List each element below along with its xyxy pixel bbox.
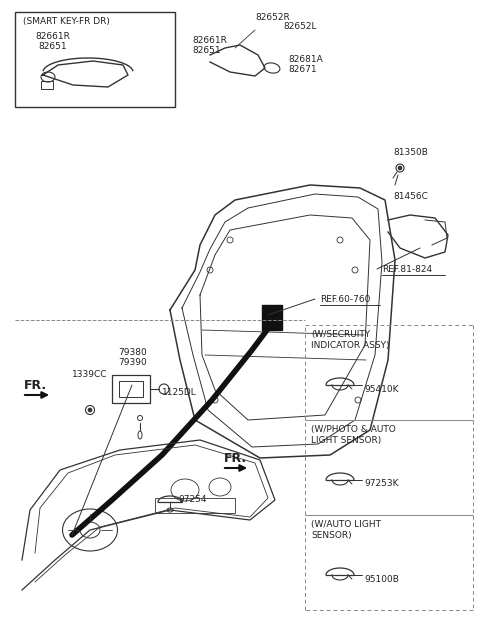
Ellipse shape bbox=[398, 166, 402, 170]
Text: 1125DL: 1125DL bbox=[162, 388, 197, 397]
Text: 81350B: 81350B bbox=[393, 148, 428, 157]
Text: INDICATOR ASSY): INDICATOR ASSY) bbox=[311, 341, 389, 350]
Text: 79380: 79380 bbox=[118, 348, 147, 357]
Text: 82651: 82651 bbox=[192, 46, 221, 55]
Text: 97253K: 97253K bbox=[364, 480, 398, 488]
Text: 1339CC: 1339CC bbox=[72, 370, 108, 379]
Text: 82652R: 82652R bbox=[255, 13, 290, 22]
Text: REF.60-760: REF.60-760 bbox=[320, 295, 371, 304]
Text: 95410K: 95410K bbox=[364, 384, 398, 394]
Text: (W/PHOTO & AUTO: (W/PHOTO & AUTO bbox=[311, 425, 396, 434]
Text: 79390: 79390 bbox=[118, 358, 147, 367]
Text: 82661R: 82661R bbox=[36, 32, 71, 41]
Text: FR.: FR. bbox=[224, 452, 247, 465]
Text: 82681A: 82681A bbox=[288, 55, 323, 64]
Text: (W/SECRUITY: (W/SECRUITY bbox=[311, 330, 370, 339]
Bar bbox=[112, 375, 150, 403]
Text: 95100B: 95100B bbox=[364, 574, 399, 584]
Bar bbox=[155, 498, 235, 513]
Bar bbox=[262, 305, 282, 330]
Text: 82661R: 82661R bbox=[192, 36, 227, 45]
Text: 82651: 82651 bbox=[39, 42, 67, 51]
Text: FR.: FR. bbox=[24, 379, 47, 392]
Bar bbox=[41, 81, 53, 89]
Text: REF.81-824: REF.81-824 bbox=[382, 265, 432, 274]
Text: SENSOR): SENSOR) bbox=[311, 531, 352, 540]
Text: LIGHT SENSOR): LIGHT SENSOR) bbox=[311, 436, 381, 445]
Text: 97254: 97254 bbox=[178, 495, 206, 505]
Text: 82671: 82671 bbox=[288, 65, 317, 74]
Ellipse shape bbox=[88, 408, 92, 412]
Text: 82652L: 82652L bbox=[283, 22, 316, 31]
Text: (W/AUTO LIGHT: (W/AUTO LIGHT bbox=[311, 520, 381, 529]
Text: (SMART KEY-FR DR): (SMART KEY-FR DR) bbox=[23, 17, 110, 26]
Bar bbox=[15, 12, 175, 107]
Text: 81456C: 81456C bbox=[393, 192, 428, 201]
Bar bbox=[119, 381, 143, 397]
